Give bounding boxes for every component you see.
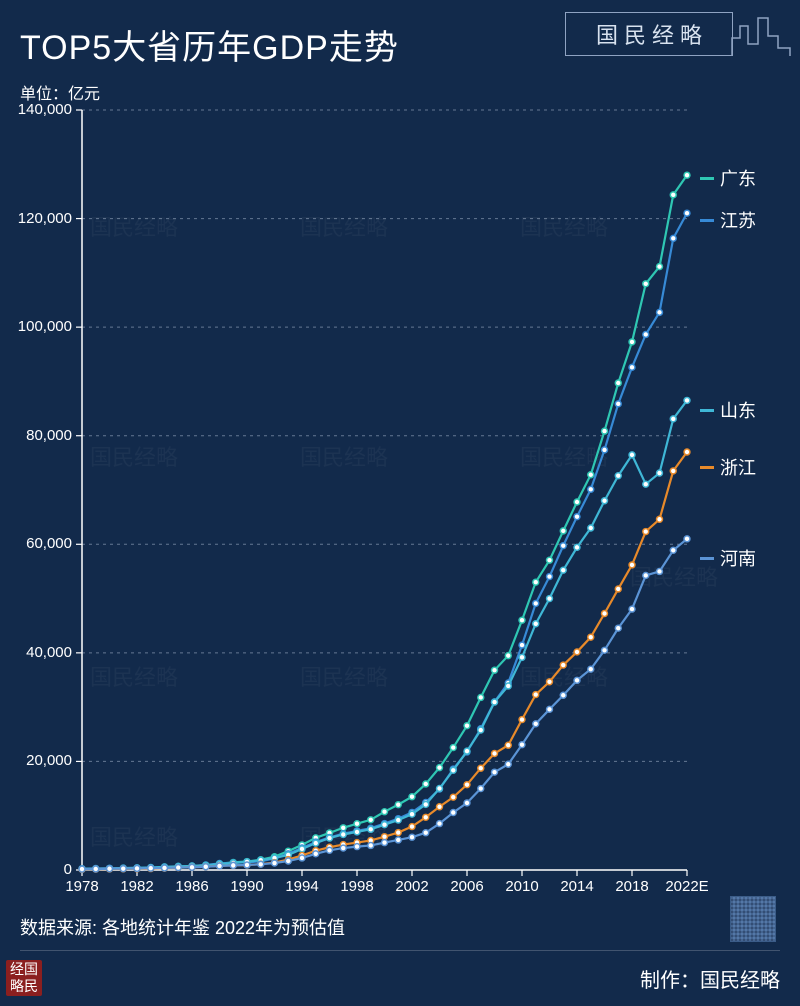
legend-label: 江苏 [720, 207, 756, 233]
legend-swatch [700, 177, 714, 180]
x-tick-label: 2014 [552, 878, 602, 895]
legend-label: 广东 [720, 165, 756, 191]
y-tick-label: 20,000 [17, 752, 72, 769]
source-label: 数据来源: 各地统计年鉴 2022年为预估值 [20, 914, 345, 940]
x-tick-label: 1978 [57, 878, 107, 895]
brand-text: 国民经略 [596, 18, 708, 50]
qr-code [730, 896, 776, 942]
y-tick-label: 120,000 [17, 210, 72, 227]
chart-title: TOP5大省历年GDP走势 [20, 20, 399, 69]
legend-item: 江苏 [700, 207, 756, 233]
brand-box: 国民经略 [565, 12, 733, 56]
chart-page: { "title": "TOP5大省历年GDP走势", "title_fonts… [0, 0, 800, 1006]
credit-label: 制作：国民经略 [640, 964, 780, 993]
legend-label: 浙江 [720, 454, 756, 480]
legend-item: 山东 [700, 397, 756, 423]
legend-item: 广东 [700, 165, 756, 191]
x-tick-label: 1998 [332, 878, 382, 895]
legend-item: 浙江 [700, 454, 756, 480]
y-tick-label: 80,000 [17, 427, 72, 444]
x-tick-label: 2006 [442, 878, 492, 895]
x-tick-label: 1990 [222, 878, 272, 895]
x-tick-label: 1982 [112, 878, 162, 895]
legend-label: 河南 [720, 545, 756, 571]
chart-plot-area [82, 110, 687, 870]
y-tick-label: 140,000 [17, 101, 72, 118]
x-tick-label: 2002 [387, 878, 437, 895]
y-tick-label: 60,000 [17, 535, 72, 552]
y-tick-label: 40,000 [17, 644, 72, 661]
footer-rule [20, 950, 780, 951]
legend-item: 河南 [700, 545, 756, 571]
x-tick-label: 1994 [277, 878, 327, 895]
x-tick-label: 2022E [662, 878, 712, 895]
chart-svg [82, 110, 687, 870]
legend-swatch [700, 409, 714, 412]
legend-swatch [700, 557, 714, 560]
y-tick-label: 100,000 [17, 318, 72, 335]
x-tick-label: 2018 [607, 878, 657, 895]
skyline-icon [730, 8, 796, 58]
legend-label: 山东 [720, 397, 756, 423]
seal-stamp: 经国 略民 [6, 960, 42, 996]
legend-swatch [700, 466, 714, 469]
y-tick-label: 0 [17, 861, 72, 878]
legend-swatch [700, 219, 714, 222]
x-tick-label: 2010 [497, 878, 547, 895]
x-tick-label: 1986 [167, 878, 217, 895]
